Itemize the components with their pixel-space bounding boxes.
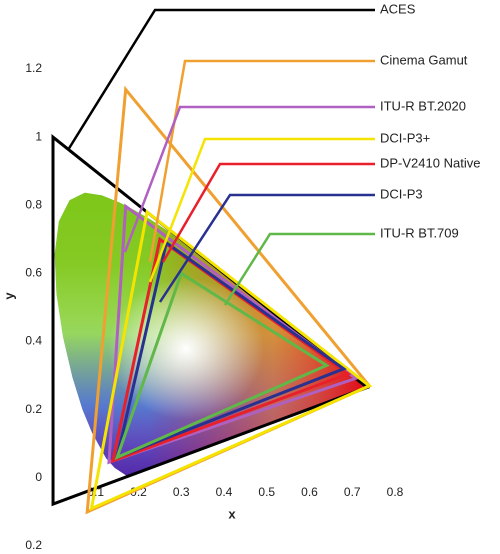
- spectral-locus: [54, 192, 368, 477]
- y-tick-label: 0.2: [25, 402, 42, 416]
- legend-leader: [158, 193, 375, 303]
- legend-label: ITU-R BT.709: [380, 225, 459, 240]
- y-tick-label: 1: [35, 129, 42, 143]
- x-tick-label: 0.6: [301, 485, 318, 499]
- legend-leader: [148, 59, 375, 263]
- y-tick-label: 0.2: [25, 538, 42, 552]
- legend-leader: [123, 105, 375, 253]
- legend-leader: [66, 8, 375, 151]
- legend-label: DCI-P3+: [380, 130, 430, 145]
- y-axis-title: y: [1, 292, 16, 300]
- legend-label: DP-V2410 Native: [380, 155, 480, 170]
- legend-label: ITU-R BT.2020: [380, 98, 466, 113]
- x-tick-label: 0.4: [216, 485, 233, 499]
- gamut-triangle: [114, 271, 330, 461]
- legend-label: DCI-P3: [380, 186, 423, 201]
- legend-leader: [148, 137, 375, 283]
- x-tick-label: 0.8: [387, 485, 404, 499]
- legend-label: Cinema Gamut: [380, 52, 468, 67]
- gamut-triangle: [115, 240, 347, 460]
- legend-leader: [161, 162, 375, 263]
- legend-label: ACES: [380, 1, 416, 16]
- y-tick-label: 0.8: [25, 197, 42, 211]
- legend-leader: [223, 232, 375, 306]
- x-tick-label: 0.7: [344, 485, 361, 499]
- y-tick-label: 0: [35, 470, 42, 484]
- gamut-triangle: [107, 203, 359, 465]
- y-tick-label: 1.2: [25, 61, 42, 75]
- y-tick-label: 0.6: [25, 266, 42, 280]
- x-axis-title: x: [228, 506, 236, 521]
- gamut-triangle: [89, 209, 373, 512]
- x-tick-label: 0.5: [258, 485, 275, 499]
- y-tick-label: 0.4: [25, 334, 42, 348]
- x-tick-label: 0.3: [173, 485, 190, 499]
